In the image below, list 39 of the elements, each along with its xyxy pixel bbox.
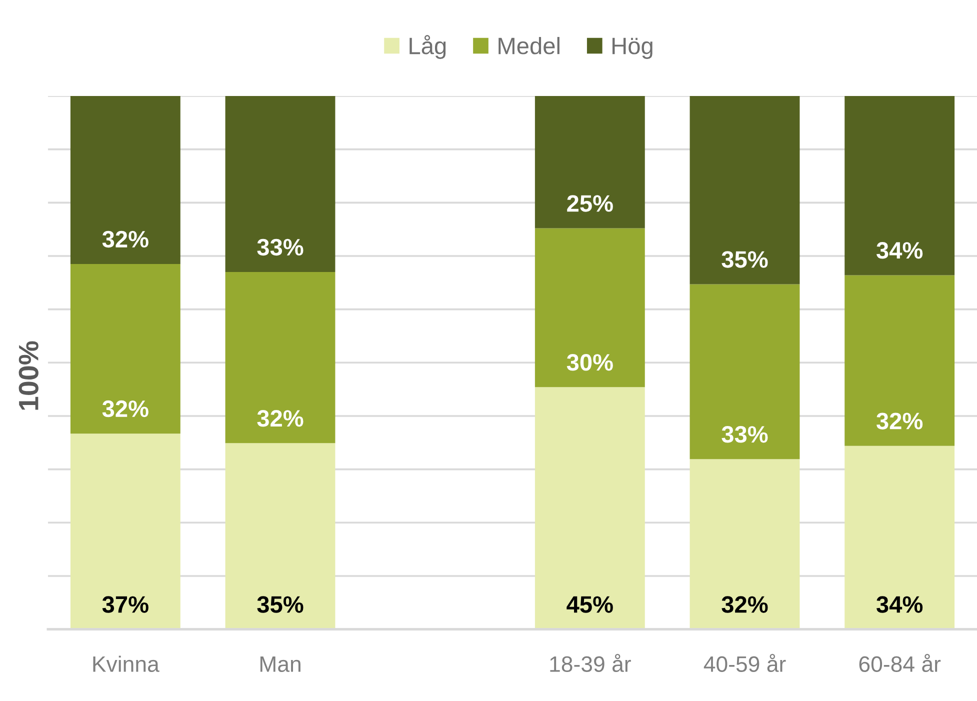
data-label: 32% <box>257 410 304 427</box>
y-axis-title: 100% <box>18 341 38 410</box>
bar <box>690 459 800 630</box>
bar <box>70 96 180 264</box>
data-label: 34% <box>876 242 923 259</box>
data-label: 33% <box>257 238 304 256</box>
bar <box>690 284 800 460</box>
data-label: 33% <box>722 426 768 443</box>
bar <box>70 434 180 630</box>
bar <box>844 96 955 276</box>
bar <box>690 96 800 284</box>
x-tick-label: Man <box>260 656 300 672</box>
data-label: 32% <box>102 400 148 418</box>
data-label: 45% <box>566 596 613 613</box>
data-label: 32% <box>722 596 768 613</box>
bar <box>225 272 336 444</box>
bar <box>844 275 955 446</box>
data-label: 35% <box>722 251 768 268</box>
data-label: 32% <box>876 412 923 430</box>
bar <box>70 264 180 434</box>
legend-label: Låg <box>410 35 446 59</box>
bar <box>844 446 955 630</box>
data-label: 30% <box>566 354 613 371</box>
bar <box>534 387 645 630</box>
bar <box>534 96 645 228</box>
x-tick-label: 40-59 år <box>704 654 786 672</box>
bar <box>534 228 645 388</box>
legend-label: Medel <box>498 36 560 54</box>
data-label: 25% <box>567 195 613 212</box>
x-tick-label: 18-39 år <box>550 654 631 672</box>
data-label: 35% <box>257 596 304 613</box>
data-label: 37% <box>102 596 148 613</box>
x-tick-label: 60-84 år <box>859 654 941 672</box>
legend-label: Hög <box>612 38 652 59</box>
bar <box>225 96 336 272</box>
x-tick-label: Kvinna <box>93 656 160 672</box>
bar <box>225 443 336 630</box>
data-label: 34% <box>876 596 923 613</box>
data-label: 32% <box>102 230 148 248</box>
